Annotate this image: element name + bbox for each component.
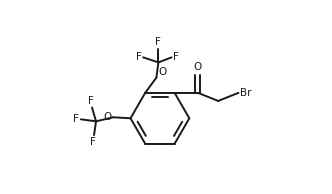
Text: O: O [158,67,166,77]
Text: F: F [155,37,161,47]
Text: Br: Br [240,88,252,98]
Text: F: F [173,52,179,62]
Text: F: F [136,52,141,62]
Text: F: F [73,114,79,124]
Text: O: O [194,62,202,72]
Text: F: F [90,137,96,147]
Text: O: O [103,112,112,122]
Text: F: F [88,95,94,106]
